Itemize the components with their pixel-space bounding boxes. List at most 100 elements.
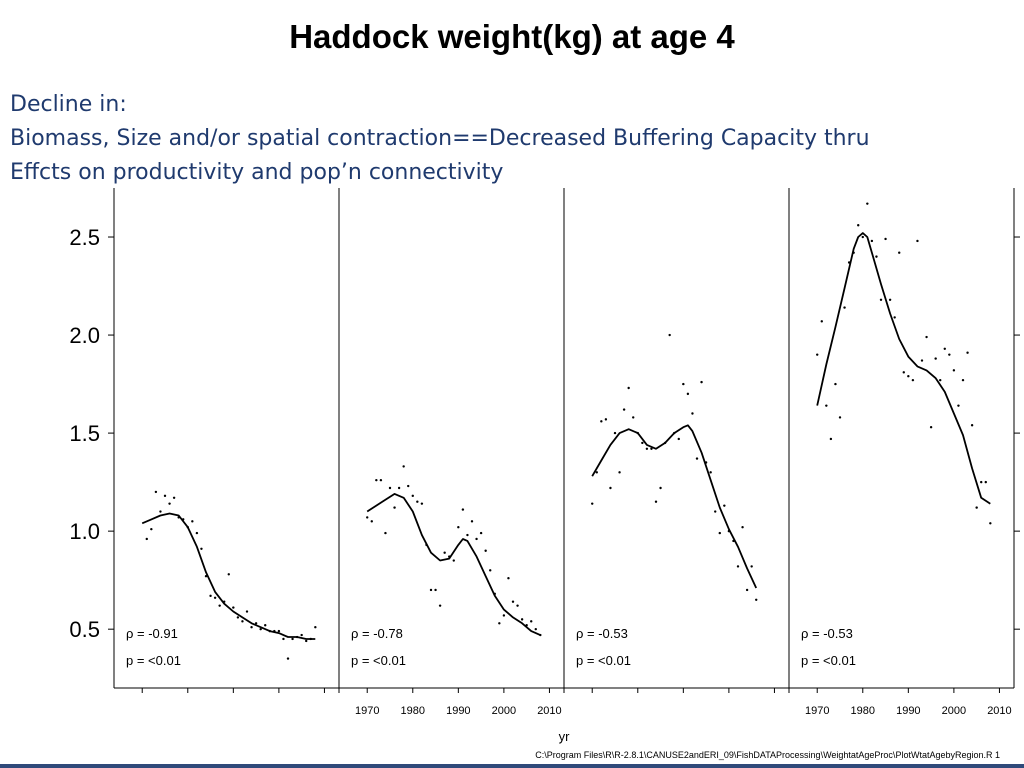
data-point <box>443 551 446 554</box>
data-point <box>861 235 864 239</box>
data-point <box>736 565 740 568</box>
rho-label: ρ = -0.53 <box>801 626 853 641</box>
data-point <box>438 604 442 607</box>
data-point <box>682 382 685 386</box>
data-point <box>200 547 203 550</box>
data-point <box>609 486 612 490</box>
page-title: Haddock weight(kg) at age 4 <box>289 18 735 55</box>
data-point <box>745 588 749 592</box>
data-point <box>470 520 474 523</box>
data-point <box>305 639 308 643</box>
data-point <box>875 255 878 258</box>
data-point <box>627 386 630 390</box>
smooth-line <box>366 493 541 636</box>
data-point <box>668 333 671 337</box>
x-tick-label: 2000 <box>942 705 966 717</box>
x-tick-label: 2000 <box>492 705 516 717</box>
data-point <box>700 380 703 384</box>
x-axis-label: yr <box>559 729 571 744</box>
data-point <box>250 626 253 629</box>
subtitle: Decline in: Biomass, Size and/or spatial… <box>10 88 1020 190</box>
data-point <box>829 437 833 441</box>
y-tick-label: 2.0 <box>69 323 100 348</box>
data-point <box>434 588 437 592</box>
data-point <box>407 484 410 488</box>
data-point <box>213 596 217 600</box>
data-point <box>952 369 956 372</box>
data-point <box>600 420 603 423</box>
data-point <box>397 486 401 490</box>
data-point <box>227 573 230 576</box>
data-point <box>466 533 469 537</box>
data-point <box>659 486 662 490</box>
data-point <box>366 516 369 519</box>
data-point <box>686 392 690 396</box>
data-point <box>980 480 983 484</box>
data-point <box>741 526 744 529</box>
data-point <box>870 239 874 243</box>
data-point <box>402 465 405 468</box>
data-point <box>939 378 942 382</box>
data-point <box>516 604 519 607</box>
data-point <box>920 359 924 362</box>
data-point <box>370 520 373 523</box>
data-point <box>884 237 887 241</box>
data-point <box>723 504 726 507</box>
data-point <box>989 522 992 525</box>
data-point <box>838 416 842 419</box>
y-tick-label: 1.5 <box>69 421 100 446</box>
data-point <box>902 371 905 374</box>
data-point <box>866 202 869 205</box>
data-point <box>943 347 946 350</box>
data-point <box>191 520 194 523</box>
data-point <box>677 437 680 441</box>
smooth-line <box>591 424 758 589</box>
data-point <box>691 412 694 415</box>
data-point <box>750 565 753 568</box>
data-point <box>641 441 644 445</box>
data-point <box>388 486 392 490</box>
data-point <box>622 408 626 411</box>
data-point <box>888 298 892 301</box>
data-point <box>150 527 153 531</box>
data-point <box>975 506 978 509</box>
data-point <box>948 353 951 356</box>
data-point <box>172 496 176 500</box>
y-tick-label: 2.5 <box>69 225 100 250</box>
rho-label: ρ = -0.91 <box>126 626 178 641</box>
data-point <box>282 637 285 641</box>
data-point <box>961 378 965 382</box>
data-point <box>654 500 658 503</box>
data-point <box>379 478 383 482</box>
p-value-label: p = <0.01 <box>576 653 631 668</box>
data-point <box>925 335 928 339</box>
data-point <box>984 480 987 484</box>
data-point <box>236 616 240 619</box>
data-point <box>957 404 960 407</box>
subtitle-line-2: Biomass, Size and/or spatial contraction… <box>10 126 870 151</box>
data-point <box>613 431 617 435</box>
data-point <box>384 531 387 535</box>
data-point <box>916 239 919 243</box>
data-point <box>489 569 492 572</box>
data-point <box>411 494 414 498</box>
data-point <box>159 510 162 513</box>
data-point <box>511 600 515 603</box>
data-point <box>530 620 533 623</box>
data-point <box>595 471 598 474</box>
data-point <box>934 357 937 360</box>
smooth-line <box>141 512 316 640</box>
p-value-label: p = <0.01 <box>801 653 856 668</box>
data-point <box>714 510 717 513</box>
data-point <box>857 224 860 227</box>
x-tick-label: 2010 <box>987 705 1011 717</box>
data-point <box>755 598 758 601</box>
x-tick-label: 1990 <box>896 705 920 717</box>
data-point <box>479 531 483 535</box>
data-point <box>393 506 396 509</box>
data-point <box>232 606 235 609</box>
data-point <box>461 508 465 511</box>
data-point <box>475 537 478 541</box>
data-point <box>718 531 721 535</box>
data-point <box>911 378 915 382</box>
